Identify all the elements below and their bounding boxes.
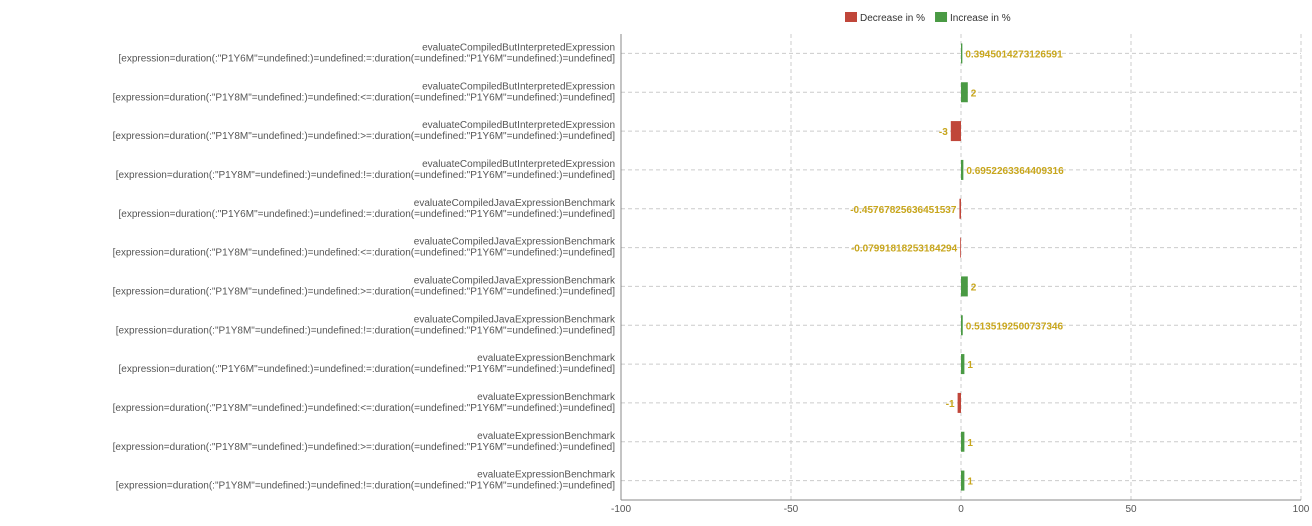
category-label-line1: evaluateExpressionBenchmark: [477, 470, 616, 481]
category-label-line2: [expression=duration(:"P1Y8M"=undefined:…: [113, 442, 616, 453]
bar: [961, 431, 965, 452]
category-label-line2: [expression=duration(:"P1Y8M"=undefined:…: [116, 325, 615, 336]
category-label-line1: evaluateExpressionBenchmark: [477, 392, 616, 403]
legend-label: Increase in %: [950, 13, 1011, 24]
data-label: 0.5135192500737346: [966, 321, 1064, 332]
category-label-line1: evaluateCompiledButInterpretedExpression: [422, 159, 615, 170]
bar: [961, 159, 964, 180]
bar: [961, 43, 963, 64]
data-label: 1: [967, 477, 973, 488]
category-label-line2: [expression=duration(:"P1Y6M"=undefined:…: [119, 53, 616, 64]
category-label-line2: [expression=duration(:"P1Y8M"=undefined:…: [113, 403, 616, 414]
category-label-line1: evaluateExpressionBenchmark: [477, 353, 616, 364]
category-label-line2: [expression=duration(:"P1Y8M"=undefined:…: [113, 248, 616, 259]
category-label-line2: [expression=duration(:"P1Y8M"=undefined:…: [116, 481, 615, 492]
bar: [950, 121, 961, 142]
x-tick-label: 100: [1293, 504, 1310, 515]
data-label: -3: [939, 127, 948, 138]
data-label: 0.6952263364409316: [966, 166, 1064, 177]
bar: [957, 392, 961, 413]
legend-label: Decrease in %: [860, 13, 925, 24]
category-label-line2: [expression=duration(:"P1Y8M"=undefined:…: [113, 131, 616, 142]
category-label-line1: evaluateCompiledJavaExpressionBenchmark: [414, 314, 616, 325]
category-label-line1: evaluateCompiledButInterpretedExpression: [422, 81, 615, 92]
data-label: 2: [971, 282, 977, 293]
category-label-line1: evaluateCompiledJavaExpressionBenchmark: [414, 275, 616, 286]
legend-swatch: [845, 12, 857, 22]
data-label: 1: [967, 360, 973, 371]
legend-swatch: [935, 12, 948, 22]
category-label-line2: [expression=duration(:"P1Y6M"=undefined:…: [119, 209, 616, 220]
data-label: 1: [967, 438, 973, 449]
bar: [961, 276, 968, 297]
data-label: -0.45767825636451537: [850, 205, 957, 216]
bar: [961, 315, 963, 336]
bar: [961, 354, 965, 375]
data-label: 0.3945014273126591: [965, 49, 1063, 60]
bar: [959, 198, 961, 219]
category-label-line1: evaluateExpressionBenchmark: [477, 431, 616, 442]
category-label-line2: [expression=duration(:"P1Y8M"=undefined:…: [113, 92, 616, 103]
bar: [961, 470, 965, 491]
category-label-line2: [expression=duration(:"P1Y6M"=undefined:…: [119, 364, 616, 375]
category-label-line1: evaluateCompiledJavaExpressionBenchmark: [414, 198, 616, 209]
category-label-line1: evaluateCompiledButInterpretedExpression: [422, 42, 615, 53]
category-label-line1: evaluateCompiledJavaExpressionBenchmark: [414, 237, 616, 248]
bar: [960, 237, 961, 258]
data-label: -1: [946, 399, 955, 410]
data-label: -0.07991818253184294: [851, 244, 958, 255]
x-tick-label: 50: [1125, 504, 1137, 515]
data-label: 2: [971, 88, 977, 99]
category-label-line2: [expression=duration(:"P1Y8M"=undefined:…: [116, 170, 615, 181]
bar: [961, 82, 968, 103]
category-label-line2: [expression=duration(:"P1Y8M"=undefined:…: [113, 286, 616, 297]
x-tick-label: -50: [784, 504, 799, 515]
x-tick-label: 0: [958, 504, 964, 515]
x-tick-label: -100: [611, 504, 631, 515]
category-label-line1: evaluateCompiledButInterpretedExpression: [422, 120, 615, 131]
